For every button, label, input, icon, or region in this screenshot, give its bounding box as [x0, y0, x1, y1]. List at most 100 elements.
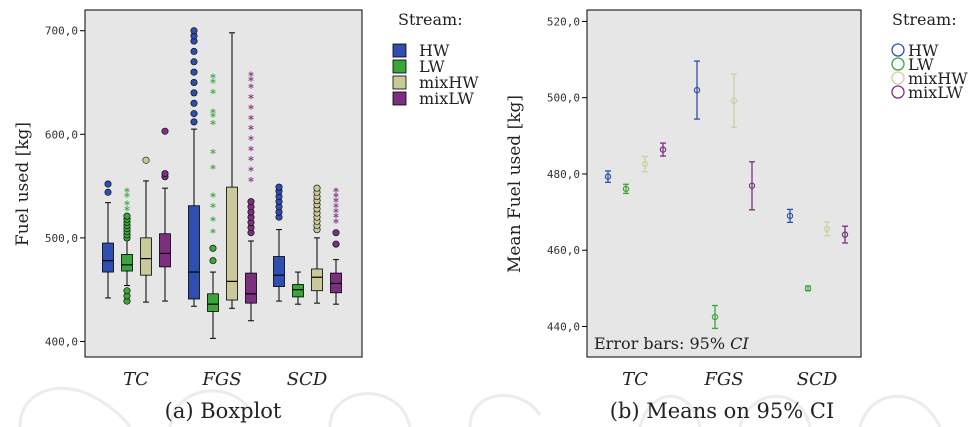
means-legend-marker-lw [891, 57, 905, 71]
background-watermark [18, 386, 942, 427]
box-mixlw-fgs: ************ [245, 69, 257, 322]
boxplot-legend-label-mixhw: mixHW [419, 73, 479, 92]
mean-point [823, 225, 831, 233]
mean-point [841, 231, 849, 238]
ci-lw-tc [622, 183, 630, 195]
box-outlier [190, 79, 198, 87]
boxplot-legend-label-lw: LW [419, 57, 445, 76]
box-outlier [209, 244, 217, 252]
box-outlier [104, 180, 112, 188]
box-lw-scd [292, 271, 304, 305]
box-hw-fgs [188, 27, 200, 307]
box-extreme: * [210, 107, 216, 120]
box-lw-fgs: ************ [207, 71, 219, 339]
box-extreme: * [210, 214, 216, 227]
error-bars-annotation-text: Error bars: 95% [594, 334, 730, 353]
boxplot-y-axis-label: Fuel used [kg] [13, 122, 33, 246]
box-iqr [311, 268, 323, 292]
box-hw-tc [102, 180, 114, 299]
means-ci-panel: 440,0 460,0 480,0 500,0 520,0 TC FGS SCD Mean … [505, 9, 968, 423]
boxplot-x-tick-label-tc: TC [123, 369, 149, 390]
box-mixlw-tc [159, 127, 171, 302]
box-outlier [313, 184, 321, 192]
boxplot-x-tick-label-fgs: FGS [201, 369, 241, 390]
means-legend-title: Stream: [892, 10, 957, 29]
means-y-tick-label: 520,0 [547, 15, 580, 28]
box-extreme: * [248, 175, 254, 188]
means-x-tick-label-tc: TC [622, 369, 648, 390]
box-lw-tc: **** [121, 185, 133, 305]
mean-point [659, 146, 667, 153]
box-extreme: * [333, 190, 339, 203]
box-extreme: * [248, 113, 254, 126]
mean-point [804, 285, 812, 292]
box-iqr [226, 186, 238, 301]
box-outlier [123, 212, 131, 220]
box-outlier [190, 118, 198, 126]
boxplot-y-tick-label: 400,0 [45, 335, 78, 348]
box-mixhw-scd [311, 184, 323, 304]
means-legend-marker-hw [891, 43, 905, 57]
box-iqr [121, 254, 133, 272]
box-extreme: * [248, 123, 254, 136]
box-extreme: * [124, 204, 130, 217]
means-legend-label-lw: LW [908, 55, 934, 74]
boxplot-legend-swatch-mixlw [392, 91, 407, 106]
boxplot-legend-label-mixlw: mixLW [419, 89, 475, 108]
box-extreme: * [248, 74, 254, 87]
box-outlier [190, 99, 198, 107]
box-iqr [159, 233, 171, 268]
box-iqr [102, 242, 114, 273]
ci-mixlw-scd [841, 225, 849, 244]
boxplot-legend-label-hw: HW [419, 41, 450, 60]
box-outlier [247, 198, 255, 206]
means-legend-label-mixhw: mixHW [908, 69, 968, 88]
means-legend-marker-mixlw [891, 85, 905, 99]
box-extreme: * [210, 111, 216, 124]
ci-mixhw-scd [823, 221, 831, 237]
box-extreme: * [124, 190, 130, 203]
box-extreme: * [124, 185, 130, 198]
box-iqr [188, 205, 200, 300]
box-iqr [245, 272, 257, 304]
means-y-tick-label: 500,0 [547, 92, 580, 105]
box-extreme: * [333, 201, 339, 214]
box-extreme: * [248, 92, 254, 105]
caption-a: (a) Boxplot [165, 399, 282, 423]
box-extreme: * [210, 77, 216, 90]
mean-point [622, 185, 630, 193]
box-extreme: * [333, 216, 339, 229]
ci-hw-scd [786, 208, 794, 224]
box-outlier [190, 89, 198, 97]
box-extreme: * [248, 69, 254, 82]
box-mixhw-tc [140, 156, 152, 303]
box-extreme: * [248, 133, 254, 146]
boxplot-plot-area [84, 9, 363, 358]
box-extreme: * [210, 71, 216, 84]
box-extreme: * [210, 87, 216, 100]
means-y-tick-label: 440,0 [547, 320, 580, 333]
box-outlier [190, 27, 198, 35]
box-outlier [190, 68, 198, 76]
mean-point [711, 313, 719, 321]
error-bars-annotation-ci: CI [730, 334, 749, 353]
ci-mixlw-tc [659, 142, 667, 157]
mean-point [748, 182, 756, 189]
box-iqr [292, 284, 304, 298]
ci-lw-scd [804, 285, 812, 292]
box-iqr [273, 256, 285, 287]
box-extreme: * [210, 201, 216, 214]
boxplot-y-tick-label: 700,0 [45, 25, 78, 38]
box-extreme: * [248, 165, 254, 178]
boxplot-legend-swatch-hw [392, 43, 407, 58]
mean-point [786, 212, 794, 220]
box-outlier [104, 188, 112, 196]
box-extreme: * [210, 190, 216, 203]
means-x-tick-label-fgs: FGS [703, 369, 743, 390]
box-iqr [140, 237, 152, 276]
box-extreme: * [248, 154, 254, 167]
box-extreme: * [333, 185, 339, 198]
